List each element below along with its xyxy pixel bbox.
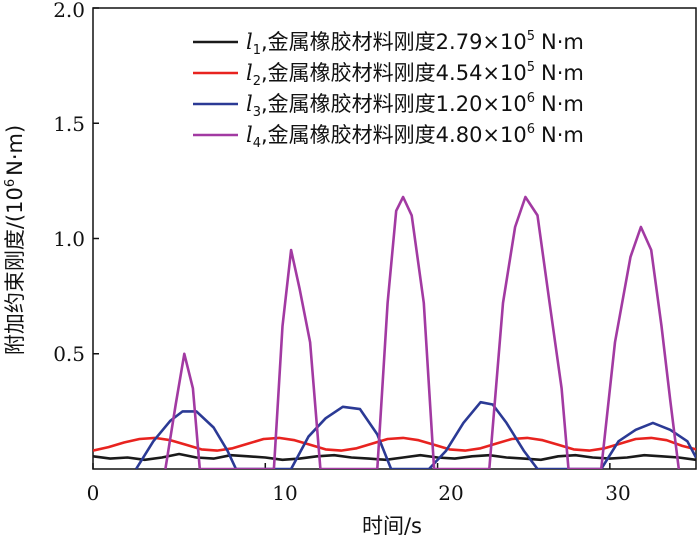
legend-entry-l3: l3,金属橡胶材料刚度1.20×106 N·m [193, 91, 584, 120]
y-axis-title-exp: 6 [3, 179, 18, 187]
axis-ticks [92, 7, 611, 469]
y-tick-label-1-0: 1.0 [53, 227, 85, 251]
series-line-l2 [93, 436, 696, 452]
y-axis-title-main: 附加约束刚度/(10 [3, 187, 27, 355]
series-line-l1 [93, 452, 696, 462]
legend: l1,金属橡胶材料刚度2.79×105 N·m l2,金属橡胶材料刚度4.54×1… [193, 29, 584, 151]
legend-label-l4: l4,金属橡胶材料刚度4.80×106 N·m [246, 122, 584, 151]
legend-label-l2: l2,金属橡胶材料刚度4.54×105 N·m [246, 60, 584, 89]
x-tick-label-0: 0 [87, 481, 100, 505]
y-axis-title-unit: N·m) [3, 125, 27, 176]
x-axis-title: 时间/s [362, 514, 422, 538]
y-tick-label-0-5: 0.5 [53, 342, 85, 366]
legend-entry-l4: l4,金属橡胶材料刚度4.80×106 N·m [193, 122, 584, 151]
series-line-l4 [164, 195, 681, 469]
y-tick-label-1-5: 1.5 [53, 112, 85, 136]
legend-entry-l1: l1,金属橡胶材料刚度2.79×105 N·m [193, 29, 584, 58]
x-tick-label-20: 20 [438, 481, 463, 505]
x-tick-label-10: 10 [272, 481, 297, 505]
series-line-l3 [134, 400, 696, 469]
series-lines [93, 195, 696, 469]
legend-label-l1: l1,金属橡胶材料刚度2.79×105 N·m [246, 29, 584, 58]
y-axis-title: 附加约束刚度/(106 N·m) [3, 125, 27, 355]
legend-entry-l2: l2,金属橡胶材料刚度4.54×105 N·m [193, 60, 584, 89]
x-tick-label-30: 30 [605, 481, 630, 505]
y-tick-label-2-0: 2.0 [53, 0, 85, 22]
legend-label-l3: l3,金属橡胶材料刚度1.20×106 N·m [246, 91, 584, 120]
